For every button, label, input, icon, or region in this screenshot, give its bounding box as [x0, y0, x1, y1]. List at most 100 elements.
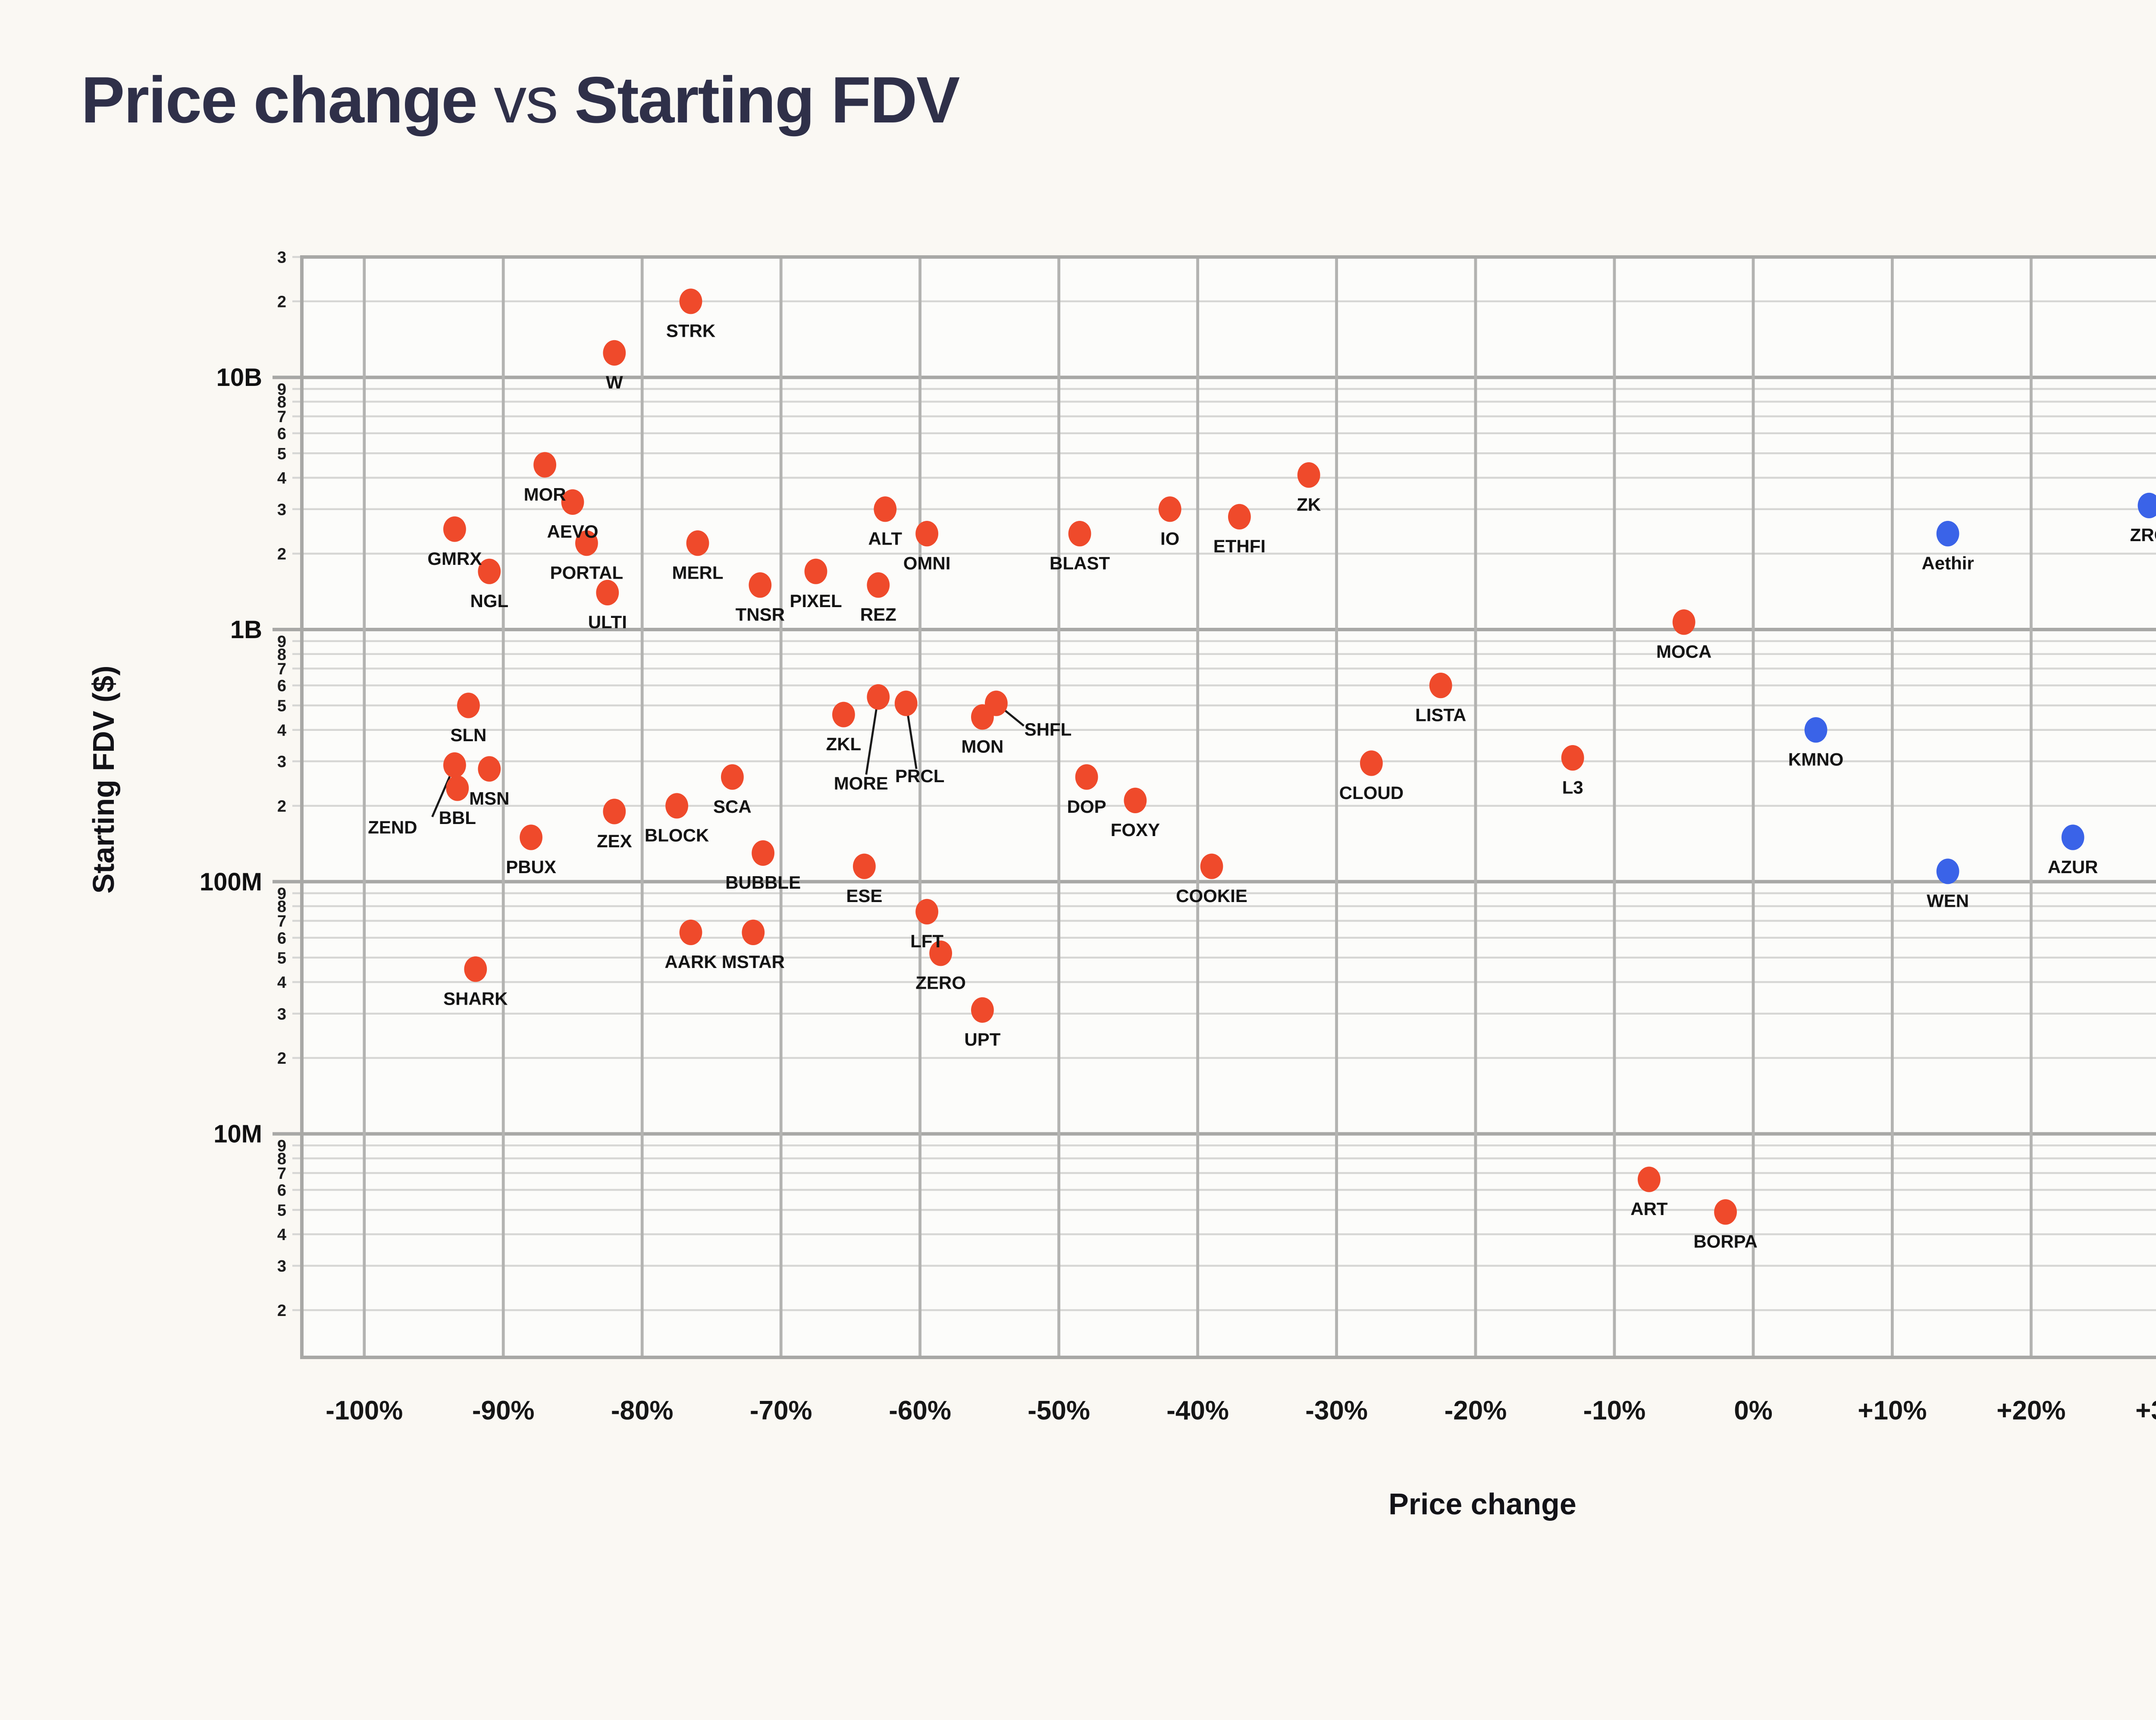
svg-text:-90%: -90% — [472, 1396, 535, 1426]
point-SLN — [457, 692, 480, 718]
point-label-BLAST: BLAST — [1050, 553, 1110, 573]
point-label-MORE: MORE — [834, 773, 888, 793]
point-ZEND — [443, 752, 466, 778]
plot-border — [300, 255, 2156, 1359]
point-OMNI — [915, 521, 939, 547]
point-KMNO — [1804, 717, 1827, 743]
point-label-KMNO: KMNO — [1788, 749, 1843, 770]
point-label-MERL: MERL — [672, 562, 724, 583]
point-label-AEVO: AEVO — [547, 521, 598, 542]
svg-text:2: 2 — [277, 545, 286, 564]
svg-text:10M: 10M — [213, 1120, 262, 1148]
svg-text:2: 2 — [277, 293, 286, 311]
svg-text:-80%: -80% — [611, 1396, 674, 1426]
point-label-COOKIE: COOKIE — [1176, 886, 1247, 906]
svg-text:6: 6 — [277, 929, 286, 947]
point-label-STRK: STRK — [666, 321, 715, 341]
svg-text:8: 8 — [277, 1150, 286, 1168]
title-vs: vs — [476, 66, 575, 138]
point-DOP — [1075, 764, 1098, 790]
point-MOCA — [1672, 609, 1695, 635]
plot-area — [302, 257, 2156, 1357]
svg-text:7: 7 — [277, 660, 286, 678]
point-AEVO — [561, 489, 584, 515]
svg-text:9: 9 — [277, 1137, 286, 1155]
point-MON — [971, 704, 994, 730]
svg-text:-50%: -50% — [1028, 1396, 1090, 1426]
point-PRCL — [894, 690, 918, 716]
point-AARK — [679, 919, 702, 945]
point-label-ETHFI: ETHFI — [1213, 536, 1266, 556]
svg-text:4: 4 — [277, 974, 286, 992]
svg-text:5: 5 — [277, 1202, 286, 1220]
point-STRK — [679, 288, 702, 314]
svg-text:9: 9 — [277, 885, 286, 903]
svg-text:100M: 100M — [200, 868, 262, 896]
svg-text:4: 4 — [277, 721, 286, 739]
point-labels: STRK W MOR AEVO GMRX PORTAL NGL ULTI MERL TNSRPIX… — [368, 321, 2156, 1252]
point-label-ZKL: ZKL — [826, 734, 862, 754]
point-PBUX — [520, 824, 542, 850]
point-label-MOCA: MOCA — [1656, 642, 1711, 662]
point-label-LISTA: LISTA — [1415, 705, 1466, 725]
point-label-L3: L3 — [1562, 777, 1583, 797]
point-label-MON: MON — [961, 736, 1003, 757]
point-ZRO — [2137, 492, 2156, 518]
point-TNSR — [749, 572, 772, 598]
svg-text:3: 3 — [277, 753, 286, 771]
point-label-BBL: BBL — [439, 808, 476, 828]
x-axis-title: Price change — [1388, 1487, 1576, 1521]
svg-text:5: 5 — [277, 949, 286, 967]
svg-text:3: 3 — [277, 501, 286, 519]
point-FOXY — [1124, 787, 1147, 813]
point-W — [603, 340, 626, 366]
point-label-REZ: REZ — [860, 605, 896, 625]
data-points — [443, 288, 2156, 1225]
point-label-ZRO: ZRO — [2130, 525, 2156, 545]
svg-text:1B: 1B — [230, 616, 262, 644]
point-CLOUD — [1360, 750, 1383, 776]
svg-text:-30%: -30% — [1305, 1396, 1368, 1426]
point-label-MOR: MOR — [524, 484, 566, 504]
point-label-Aethir: Aethir — [1922, 553, 1974, 573]
point-label-ALT: ALT — [868, 529, 903, 549]
point-label-WEN: WEN — [1927, 891, 1969, 911]
point-PORTAL — [575, 530, 598, 556]
x-gridlines — [363, 257, 2033, 1357]
svg-text:+20%: +20% — [1996, 1396, 2065, 1426]
point-MOR — [533, 452, 556, 478]
point-REZ — [867, 572, 890, 598]
y-gridlines-minor — [292, 256, 2156, 1311]
point-ALT — [874, 496, 897, 522]
point-label-ZEND: ZEND — [368, 817, 417, 837]
svg-text:8: 8 — [277, 898, 286, 916]
svg-text:2: 2 — [277, 797, 286, 815]
svg-text:+10%: +10% — [1858, 1396, 1927, 1426]
point-label-PIXEL: PIXEL — [790, 591, 842, 611]
point-WEN — [1936, 858, 1959, 884]
svg-text:8: 8 — [277, 393, 286, 411]
point-ZKL — [832, 702, 855, 727]
point-ART — [1638, 1166, 1661, 1192]
point-MORE — [867, 684, 890, 710]
svg-text:-20%: -20% — [1445, 1396, 1507, 1426]
svg-text:8: 8 — [277, 645, 286, 664]
svg-text:6: 6 — [277, 1181, 286, 1200]
point-label-IO: IO — [1160, 529, 1179, 549]
svg-text:-40%: -40% — [1166, 1396, 1229, 1426]
point-label-SHFL: SHFL — [1025, 719, 1072, 739]
point-ZERO — [929, 940, 953, 966]
point-label-CLOUD: CLOUD — [1339, 783, 1404, 803]
point-IO — [1158, 496, 1181, 522]
point-label-SLN: SLN — [450, 725, 486, 745]
point-label-OMNI: OMNI — [903, 553, 951, 573]
svg-text:+30%: +30% — [2135, 1396, 2156, 1426]
point-GMRX — [443, 516, 466, 542]
point-BUBBLE — [752, 840, 774, 866]
point-label-TNSR: TNSR — [736, 605, 785, 625]
point-ETHFI — [1228, 504, 1251, 529]
point-label-LFT: LFT — [910, 931, 943, 951]
svg-text:9: 9 — [277, 633, 286, 651]
point-ZEX — [603, 799, 626, 824]
